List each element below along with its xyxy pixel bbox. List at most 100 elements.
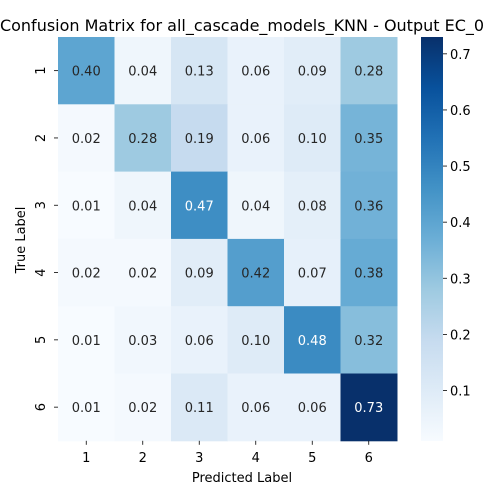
- cell-value-label: 0.04: [128, 199, 157, 214]
- cell-value-label: 0.38: [354, 267, 383, 282]
- cell-value-label: 0.03: [128, 334, 157, 349]
- cell-value-label: 0.02: [72, 132, 101, 147]
- heatmap-cell: [227, 238, 285, 307]
- x-tick-label: 2: [139, 451, 147, 466]
- heatmap-cell: [58, 104, 115, 173]
- heatmap-cell: [284, 171, 341, 240]
- x-tick-label: 3: [195, 451, 203, 466]
- colorbar-tick-label: 0.3: [450, 272, 471, 287]
- heatmap-cell: [171, 238, 228, 307]
- heatmap-cell: [58, 37, 115, 105]
- cell-value-label: 0.09: [298, 65, 327, 80]
- heatmap-cell: [284, 306, 341, 374]
- heatmap-cell: [340, 37, 398, 105]
- x-tick-label: 4: [252, 451, 260, 466]
- heatmap-cell: [58, 306, 115, 374]
- cell-value-label: 0.04: [128, 65, 157, 80]
- cell-value-label: 0.73: [354, 401, 383, 416]
- heatmap-cell: [284, 37, 341, 105]
- cell-value-label: 0.02: [128, 267, 157, 282]
- cell-value-label: 0.07: [298, 267, 327, 282]
- heatmap-cell: [340, 238, 398, 307]
- heatmap-cell: [171, 104, 228, 173]
- cell-value-label: 0.06: [241, 65, 270, 80]
- y-tick-label: 1: [34, 67, 49, 75]
- cell-value-label: 0.09: [185, 267, 214, 282]
- x-axis-label: Predicted Label: [192, 471, 292, 486]
- cell-value-label: 0.36: [354, 199, 383, 214]
- cell-value-label: 0.47: [185, 199, 214, 214]
- y-tick-label: 2: [34, 134, 49, 142]
- heatmap-cell: [227, 373, 285, 442]
- cell-value-label: 0.10: [241, 334, 270, 349]
- colorbar-tick-label: 0.4: [450, 216, 471, 231]
- cell-value-label: 0.13: [185, 65, 214, 80]
- x-tick-label: 6: [365, 451, 373, 466]
- heatmap-cell: [58, 171, 115, 240]
- heatmap-cell: [171, 171, 228, 240]
- heatmap-cell: [114, 171, 172, 240]
- heatmap-cell: [284, 373, 341, 442]
- cell-value-label: 0.01: [72, 199, 101, 214]
- heatmap-cell: [171, 37, 228, 105]
- cell-value-label: 0.32: [354, 334, 383, 349]
- cell-value-label: 0.01: [72, 334, 101, 349]
- y-tick-label: 5: [34, 336, 49, 344]
- cell-value-label: 0.06: [241, 401, 270, 416]
- cell-value-label: 0.48: [298, 334, 327, 349]
- heatmap-cell: [58, 373, 115, 442]
- heatmap-cells: 0.40 0.04 0.13 0.06 0.09 0.28 0.02 0.28 0.19 0.06…: [58, 37, 398, 442]
- heatmap-cell: [340, 306, 398, 374]
- x-tick-label: 5: [308, 451, 316, 466]
- heatmap-cell: [58, 238, 115, 307]
- cell-value-label: 0.06: [241, 132, 270, 147]
- colorbar: [421, 37, 443, 441]
- cell-value-label: 0.19: [185, 132, 214, 147]
- cell-value-label: 0.06: [185, 334, 214, 349]
- cell-value-label: 0.28: [128, 132, 157, 147]
- x-axis-ticks: 1 2 3 4 5 6: [82, 440, 373, 466]
- x-tick-label: 1: [82, 451, 90, 466]
- y-tick-label: 4: [34, 268, 49, 276]
- y-tick-label: 6: [34, 403, 49, 411]
- colorbar-tick-label: 0.6: [450, 104, 471, 119]
- heatmap-cell: [340, 171, 398, 240]
- colorbar-tick-label: 0.7: [450, 48, 471, 63]
- heatmap-cell: [340, 104, 398, 173]
- colorbar-ticks: 0.1 0.2 0.3 0.4 0.5 0.6 0.7: [443, 48, 471, 400]
- heatmap-cell: [227, 104, 285, 173]
- cell-value-label: 0.02: [72, 267, 101, 282]
- heatmap-cell: [114, 306, 172, 374]
- cell-value-label: 0.35: [354, 132, 383, 147]
- heatmap-cell: [114, 373, 172, 442]
- y-axis-label: True Label: [14, 207, 29, 275]
- heatmap-cell: [284, 104, 341, 173]
- cell-value-label: 0.10: [298, 132, 327, 147]
- cell-value-label: 0.06: [298, 401, 327, 416]
- heatmap-cell: [114, 37, 172, 105]
- cell-value-label: 0.02: [128, 401, 157, 416]
- colorbar-tick-label: 0.2: [450, 328, 471, 343]
- cell-value-label: 0.28: [354, 65, 383, 80]
- cell-value-label: 0.42: [241, 267, 270, 282]
- heatmap-cell: [340, 373, 398, 442]
- colorbar-tick-label: 0.5: [450, 160, 471, 175]
- heatmap-cell: [227, 171, 285, 240]
- heatmap-cell: [227, 306, 285, 374]
- heatmap-cell: [227, 37, 285, 105]
- cell-value-label: 0.04: [241, 199, 270, 214]
- cell-value-label: 0.11: [185, 401, 214, 416]
- y-axis-ticks: 1 2 3 4 5 6: [34, 67, 58, 411]
- y-tick-label: 3: [34, 201, 49, 209]
- chart-title: Confusion Matrix for all_cascade_models_…: [0, 16, 484, 36]
- cell-value-label: 0.08: [298, 199, 327, 214]
- heatmap-cell: [284, 238, 341, 307]
- colorbar-tick-label: 0.1: [450, 385, 471, 400]
- heatmap-cell: [171, 373, 228, 442]
- cell-value-label: 0.01: [72, 401, 101, 416]
- cell-value-label: 0.40: [72, 65, 101, 80]
- heatmap-cell: [114, 238, 172, 307]
- heatmap-cell: [114, 104, 172, 173]
- heatmap-cell: [171, 306, 228, 374]
